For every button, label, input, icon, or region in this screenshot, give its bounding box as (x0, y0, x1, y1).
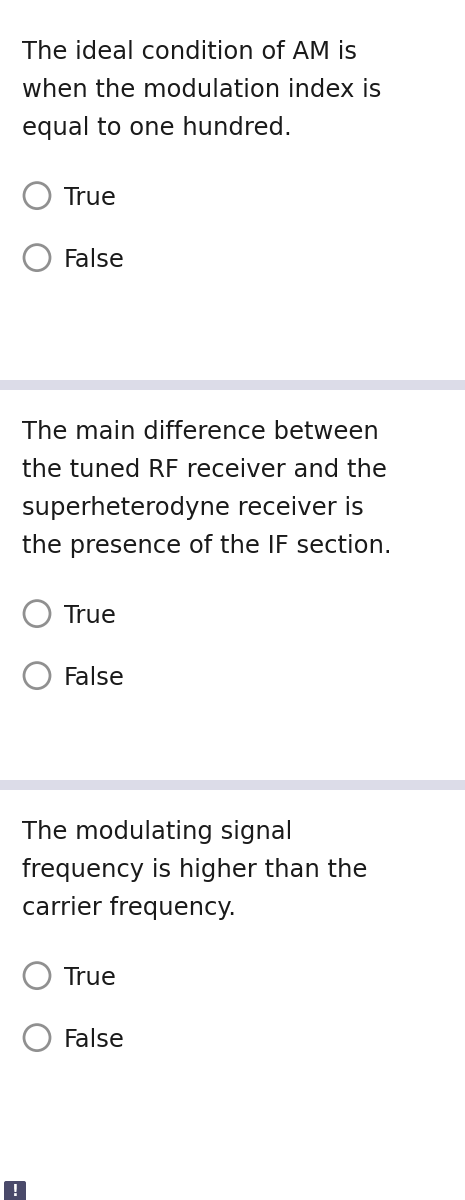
Text: False: False (64, 1028, 125, 1052)
Text: !: ! (12, 1184, 19, 1200)
Text: True: True (64, 966, 116, 990)
FancyBboxPatch shape (4, 1181, 26, 1200)
Text: the presence of the IF section.: the presence of the IF section. (22, 534, 392, 558)
Text: carrier frequency.: carrier frequency. (22, 896, 236, 920)
Text: False: False (64, 248, 125, 272)
Text: the tuned RF receiver and the: the tuned RF receiver and the (22, 458, 387, 482)
Text: False: False (64, 666, 125, 690)
Text: The ideal condition of AM is: The ideal condition of AM is (22, 40, 357, 64)
Text: equal to one hundred.: equal to one hundred. (22, 116, 292, 140)
Text: superheterodyne receiver is: superheterodyne receiver is (22, 496, 364, 520)
Text: The modulating signal: The modulating signal (22, 820, 292, 844)
Bar (0, 780, 465, 790)
Text: frequency is higher than the: frequency is higher than the (22, 858, 367, 882)
Text: True: True (64, 186, 116, 210)
Text: The main difference between: The main difference between (22, 420, 379, 444)
Text: when the modulation index is: when the modulation index is (22, 78, 381, 102)
Bar (0, 380, 465, 390)
Text: True: True (64, 604, 116, 628)
